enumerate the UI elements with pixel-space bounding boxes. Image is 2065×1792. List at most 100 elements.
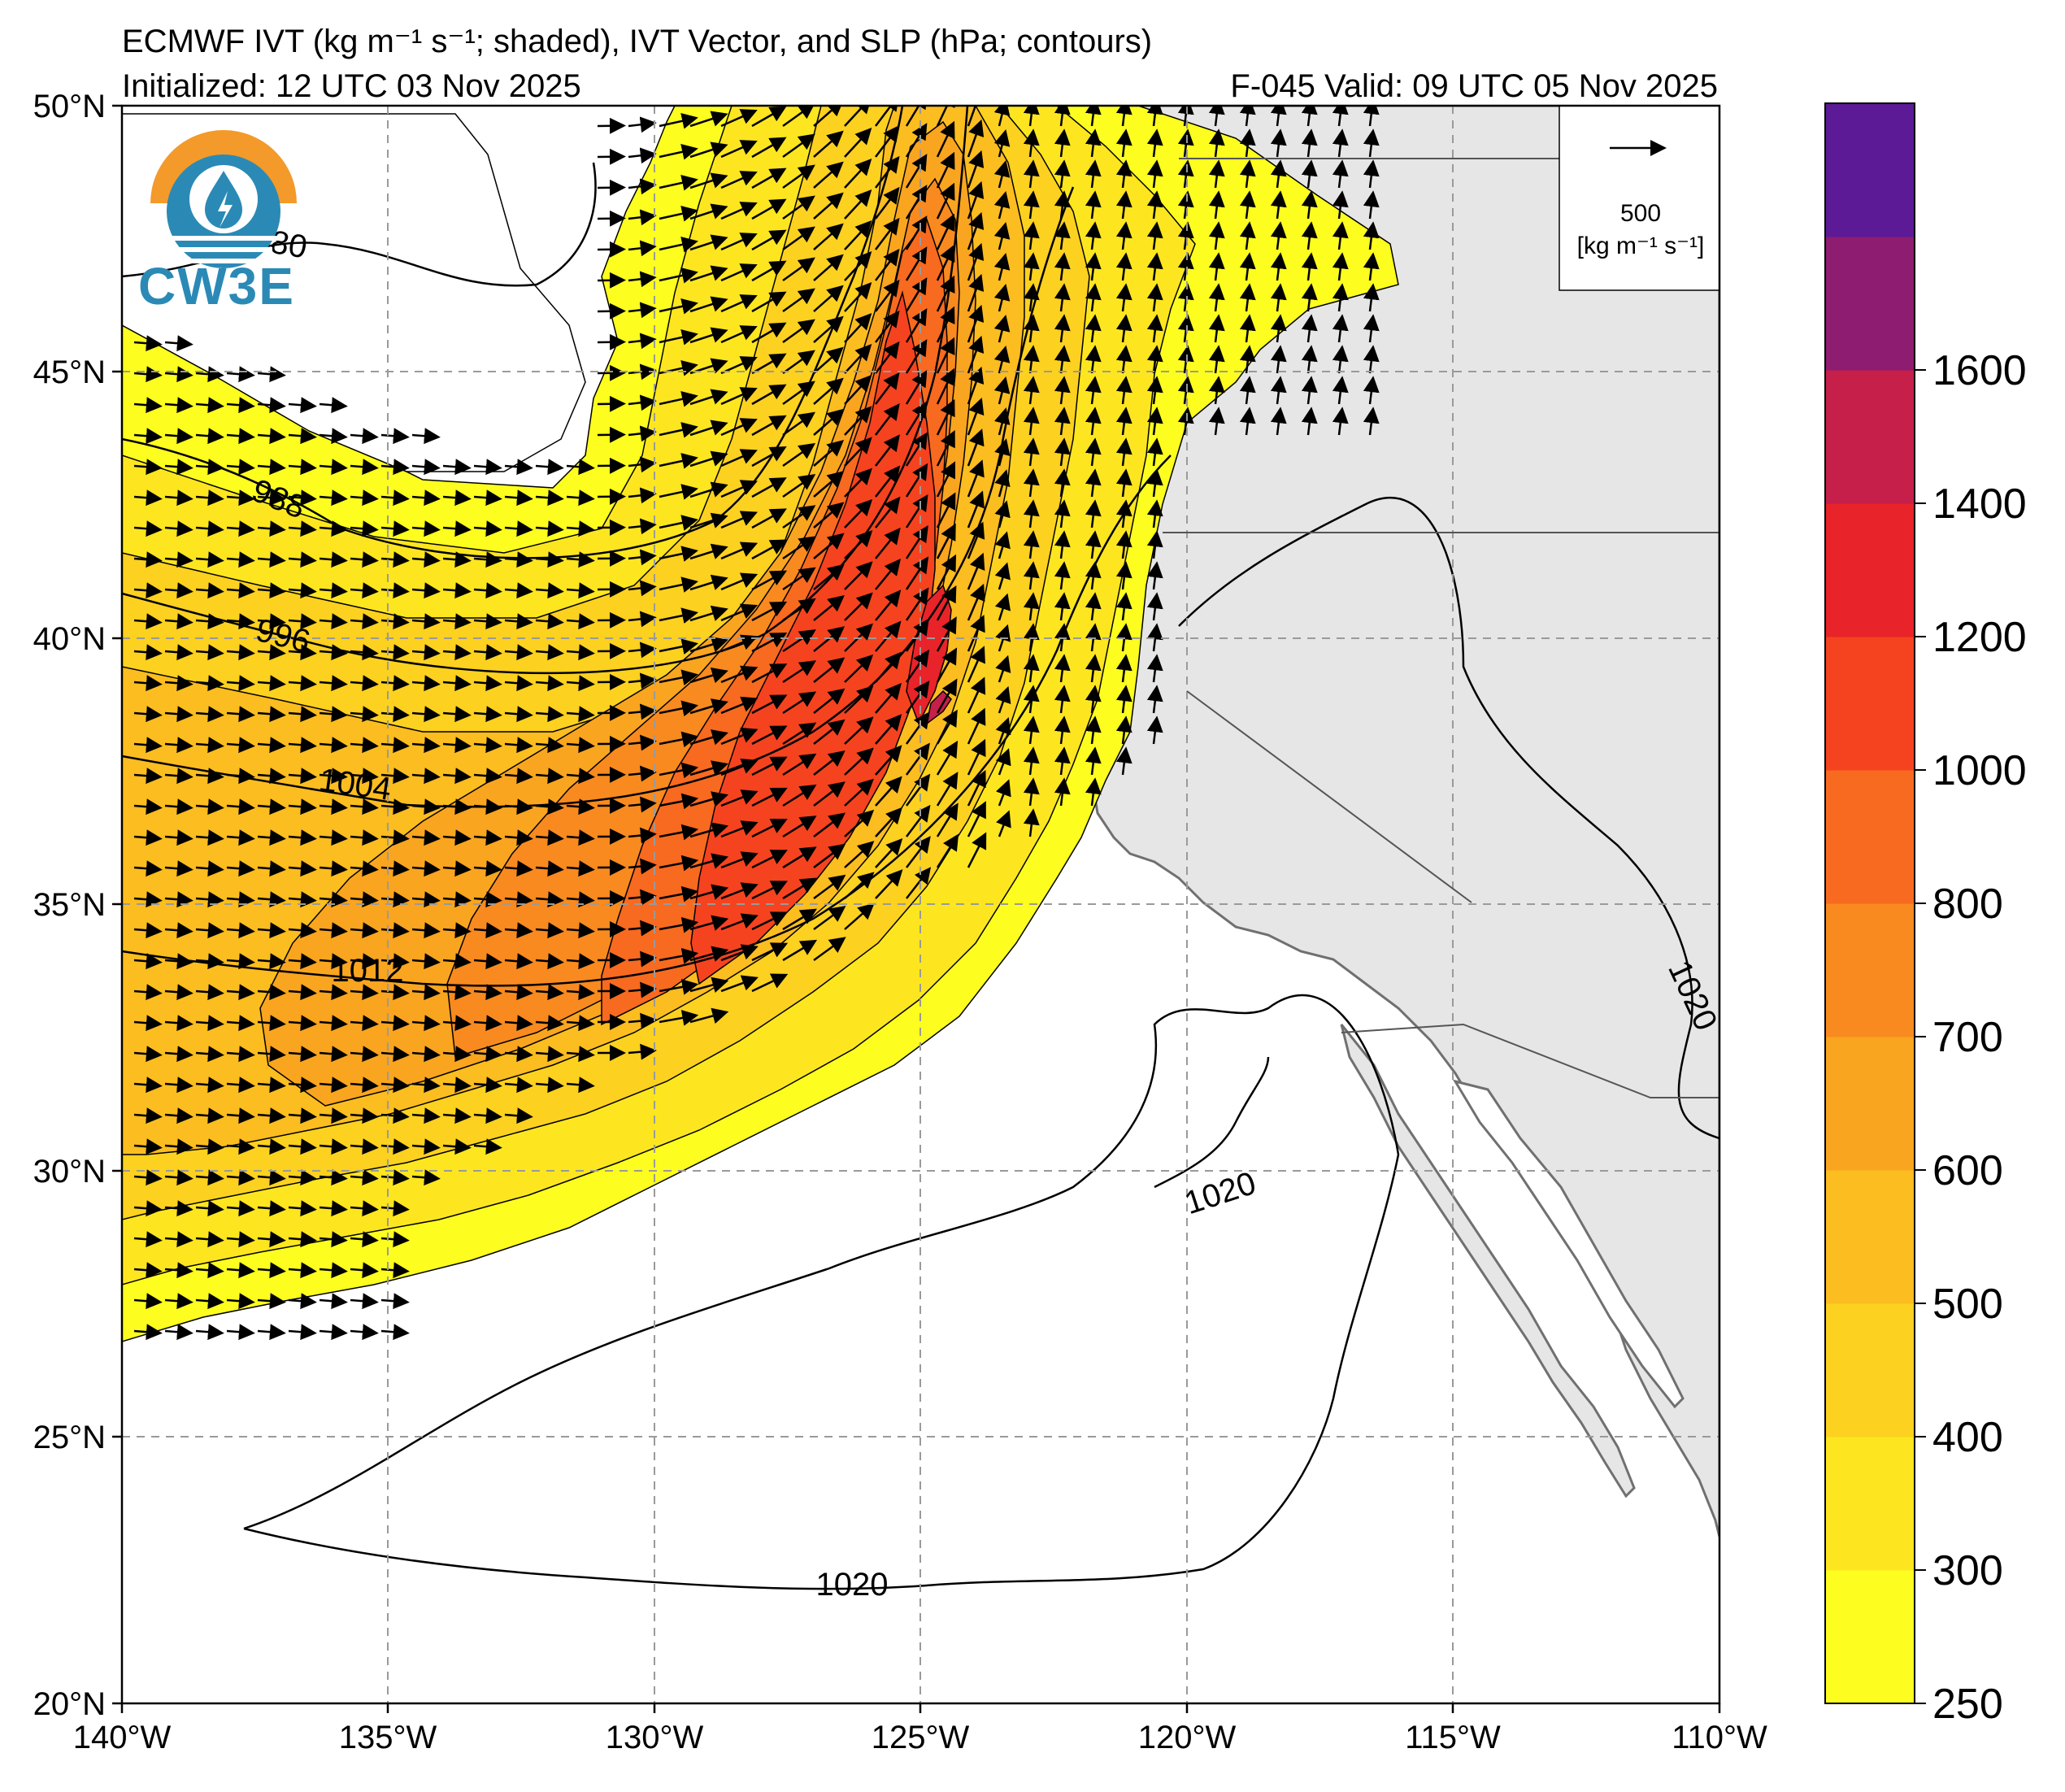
ivt-vector-arrow: [535, 582, 564, 599]
ivt-vector-arrow: [1054, 407, 1071, 436]
ivt-vector-arrow: [473, 768, 502, 785]
ivt-vector-arrow: [751, 850, 788, 869]
ivt-vector-arrow: [1115, 345, 1132, 374]
ivt-vector-arrow: [535, 706, 564, 723]
ivt-vector-arrow: [411, 984, 441, 1001]
colorbar-segment: [1825, 1037, 1915, 1171]
ivt-vector-arrow: [1270, 190, 1287, 220]
ivt-vector-arrow: [1023, 715, 1040, 745]
ivt-vector-arrow: [1023, 777, 1040, 807]
ivt-vector-arrow: [1085, 437, 1102, 467]
ivt-vector-arrow: [133, 366, 163, 383]
ivt-vector-arrow: [813, 346, 844, 374]
ivt-vector-arrow: [659, 267, 698, 284]
ivt-vector-arrow: [319, 1046, 348, 1063]
ivt-vector-arrow: [844, 903, 875, 930]
ivt-vector-arrow: [1023, 159, 1040, 189]
ivt-vector-arrow: [380, 1015, 410, 1032]
ivt-vector-arrow: [1085, 746, 1102, 776]
ivt-vector-arrow: [875, 807, 902, 837]
ivt-vector-arrow: [995, 655, 1011, 683]
ivt-vector-arrow: [689, 946, 729, 962]
ivt-vector-arrow: [133, 520, 163, 537]
ivt-vector-arrow: [1023, 808, 1040, 837]
ivt-vector-arrow: [350, 675, 379, 692]
ivt-vector-arrow: [257, 768, 286, 785]
ivt-vector-arrow: [1054, 314, 1071, 343]
ivt-vector-arrow: [350, 891, 379, 908]
ivt-vector-arrow: [659, 700, 699, 717]
ivt-vector-arrow: [1146, 128, 1163, 158]
ivt-vector-arrow: [875, 682, 902, 714]
ivt-vector-arrow: [411, 489, 441, 507]
ivt-vector-arrow: [1146, 221, 1163, 250]
ivt-vector-arrow: [1177, 283, 1194, 312]
ivt-vector-arrow: [257, 860, 286, 877]
ivt-vector-arrow: [226, 1107, 255, 1124]
ivt-vector-arrow: [257, 551, 286, 568]
ivt-vector-arrow: [993, 191, 1011, 220]
ivt-vector-arrow: [164, 613, 193, 630]
ivt-vector-arrow: [844, 685, 874, 714]
ivt-vector-arrow: [720, 913, 759, 931]
ivt-vector-arrow: [628, 827, 657, 844]
ivt-vector-arrow: [689, 636, 728, 653]
ivt-vector-arrow: [1115, 314, 1132, 343]
ivt-vector-arrow: [164, 768, 193, 785]
ivt-vector-arrow: [813, 408, 844, 436]
ivt-vector-arrow: [164, 335, 193, 352]
ivt-vector-arrow: [1023, 592, 1040, 621]
ivt-vector-arrow: [380, 1231, 410, 1248]
ivt-vector-arrow: [1023, 468, 1040, 498]
ivt-vector-arrow: [319, 953, 348, 970]
ivt-vector-arrow: [936, 398, 955, 436]
ivt-vector-arrow: [319, 397, 348, 414]
ivt-vector-arrow: [535, 1077, 564, 1094]
ivt-vector-arrow: [1146, 376, 1163, 405]
ivt-vector-arrow: [380, 1169, 410, 1186]
ivt-vector-arrow: [844, 344, 872, 374]
ivt-vector-arrow: [411, 706, 441, 723]
ivt-vector-arrow: [195, 737, 224, 754]
ivt-vector-arrow: [1115, 530, 1132, 559]
ivt-vector-arrow: [195, 582, 224, 599]
ivt-vector-arrow: [905, 649, 930, 683]
ivt-vector-arrow: [875, 837, 903, 868]
ivt-vector-arrow: [1023, 221, 1040, 250]
ivt-vector-arrow: [905, 742, 930, 776]
ivt-vector-arrow: [1208, 128, 1225, 158]
ivt-vector-arrow: [1085, 592, 1102, 621]
ivt-vector-arrow: [1301, 190, 1318, 220]
ivt-vector-arrow: [535, 489, 564, 507]
ivt-vector-arrow: [380, 798, 410, 816]
ivt-vector-arrow: [813, 130, 844, 158]
ivt-vector-arrow: [995, 779, 1011, 807]
ivt-vector-arrow: [813, 192, 844, 220]
ivt-vector-arrow: [782, 846, 817, 869]
ivt-vector-arrow: [993, 407, 1011, 436]
ivt-vector-arrow: [936, 802, 959, 837]
ivt-vector-arrow: [226, 613, 255, 630]
ivt-vector-arrow: [936, 585, 957, 621]
ivt-vector-arrow: [689, 574, 728, 591]
ivt-vector-arrow: [566, 459, 595, 476]
ivt-vector-arrow: [1115, 499, 1132, 528]
ivt-vector-arrow: [535, 768, 564, 785]
ivt-vector-arrow: [906, 804, 931, 837]
ivt-vector-arrow: [411, 459, 441, 476]
ivt-vector-arrow: [628, 549, 657, 566]
ivt-vector-arrow: [844, 106, 872, 127]
ivt-vector-arrow: [720, 202, 758, 220]
ivt-vector-arrow: [659, 453, 698, 469]
ivt-vector-arrow: [257, 706, 286, 723]
ivt-vector-arrow: [782, 350, 815, 375]
ivt-vector-arrow: [782, 442, 816, 468]
ivt-vector-arrow: [319, 1107, 348, 1124]
ivt-vector-arrow: [751, 942, 789, 962]
ivt-vector-arrow: [720, 727, 759, 746]
ivt-vector-arrow: [288, 922, 317, 939]
ivt-vector-arrow: [164, 1293, 193, 1310]
ivt-vector-arrow: [1332, 314, 1349, 343]
ivt-vector-arrow: [1023, 314, 1040, 343]
ivt-vector-arrow: [813, 533, 845, 559]
